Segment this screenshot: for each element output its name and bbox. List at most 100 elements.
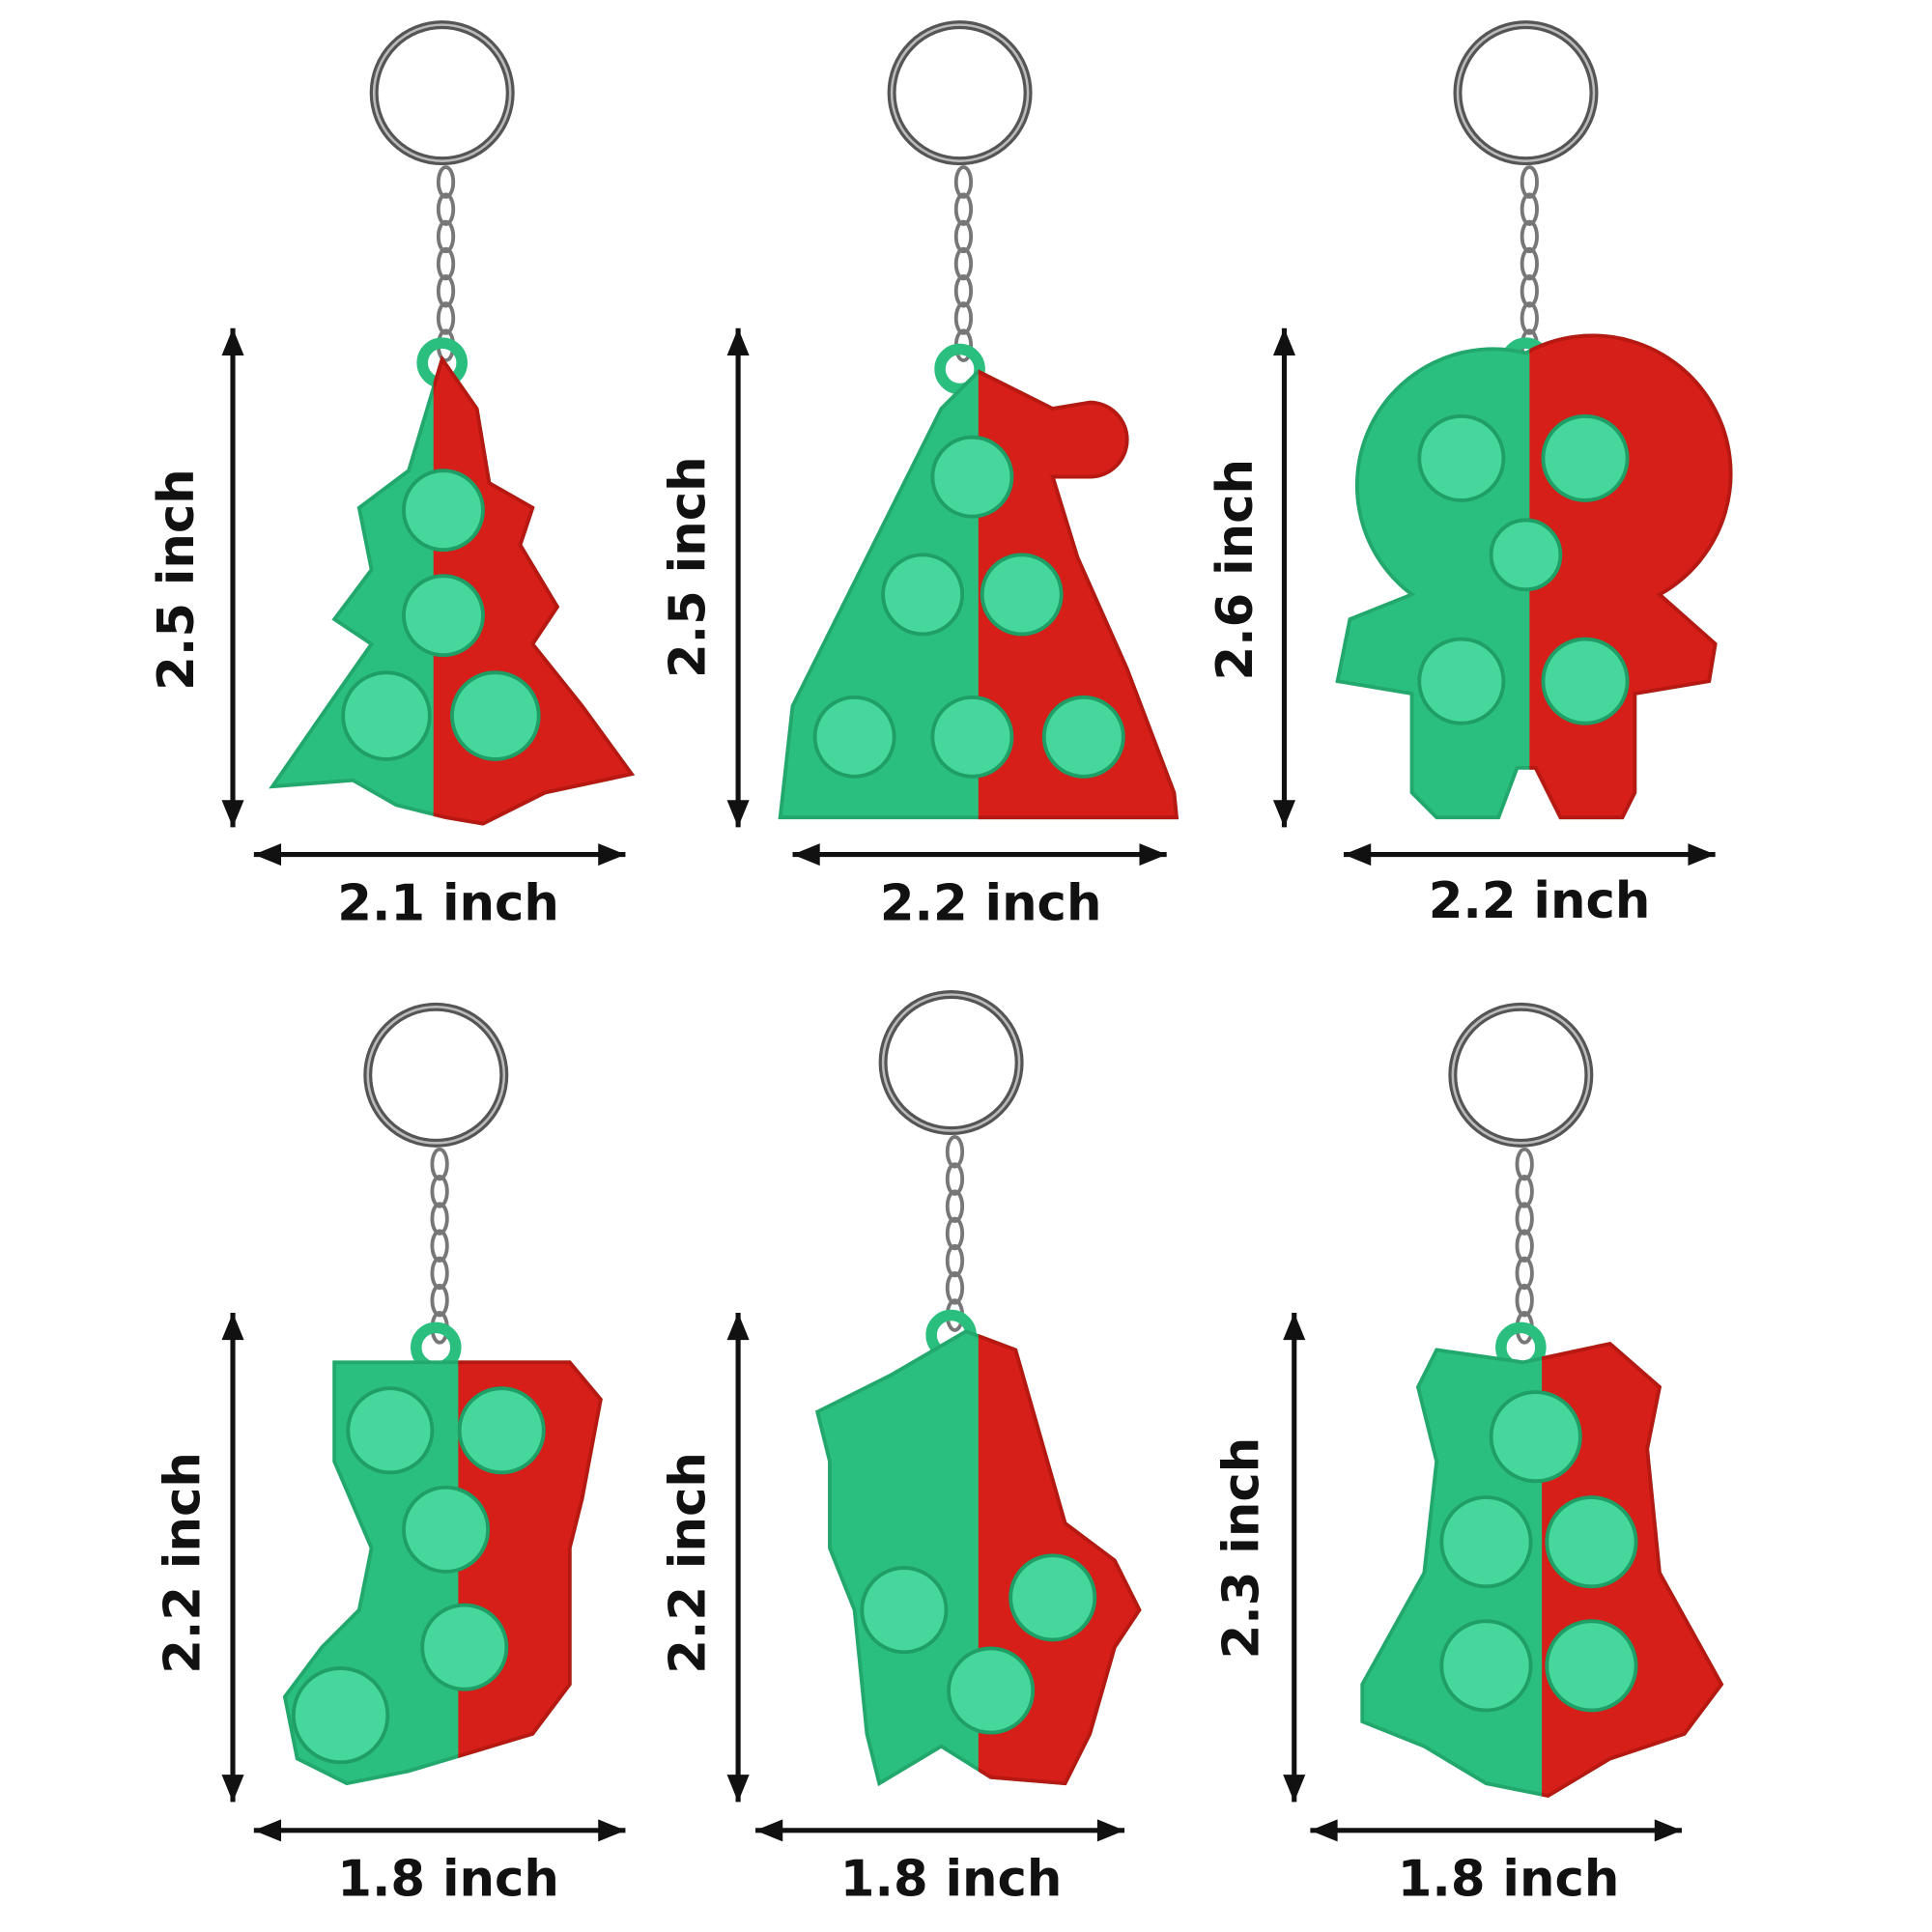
bubble (346, 1386, 435, 1475)
arrow-head (1283, 1312, 1306, 1341)
chain-link (1520, 246, 1539, 281)
bubble (1439, 1495, 1533, 1589)
bubble (930, 695, 1014, 779)
chain-link (945, 1271, 965, 1305)
arrow-head (792, 843, 820, 867)
bubble (1545, 1495, 1638, 1589)
arrow-head (253, 843, 282, 867)
bubble (450, 670, 541, 761)
arrow-head (598, 843, 626, 867)
arrow-head (1344, 843, 1372, 867)
arrow-head (1310, 1819, 1338, 1842)
chain-link (945, 1216, 965, 1251)
width-label: 2.2 inch (1429, 872, 1651, 930)
bubble (1489, 1390, 1582, 1484)
chain-link (1520, 165, 1539, 199)
height-label: 2.2 inch (154, 1452, 212, 1674)
arrow-head (1272, 327, 1296, 355)
chain-link (430, 1147, 449, 1181)
key-ring-shine (1456, 23, 1596, 162)
bubble (947, 1646, 1036, 1735)
key-ring-shine (890, 23, 1030, 162)
chain-link (436, 219, 456, 254)
chain-link (430, 1175, 449, 1208)
arrow-head (1272, 800, 1296, 828)
chain-link (945, 1135, 965, 1169)
arrow-head (221, 1312, 244, 1341)
chain-link (436, 165, 456, 199)
height-label: 2.5 inch (148, 469, 206, 691)
bubble (402, 469, 485, 553)
chain-link (945, 1243, 965, 1278)
chain-link (1520, 273, 1539, 308)
arrow-head (1283, 1775, 1306, 1803)
chain-link (436, 301, 456, 335)
bubble (860, 1566, 949, 1655)
arrow-head (1688, 843, 1716, 867)
bubble (1489, 518, 1563, 592)
bubble (1439, 1619, 1533, 1713)
bubble (1009, 1553, 1097, 1642)
bubble (420, 1603, 509, 1691)
chain-link (953, 246, 974, 281)
chain-link (1515, 1283, 1534, 1318)
chain-link (436, 192, 456, 226)
height-label: 2.3 inch (1212, 1437, 1270, 1660)
width-label: 1.8 inch (1398, 1851, 1620, 1909)
height-label: 2.6 inch (1207, 459, 1264, 681)
width-label: 1.8 inch (840, 1851, 1063, 1909)
chain-link (1515, 1175, 1534, 1208)
arrow-head (221, 327, 244, 355)
arrow-head (253, 1819, 282, 1842)
chain-link (945, 1162, 965, 1196)
chain-link (953, 219, 974, 254)
chain-link (1515, 1256, 1534, 1291)
chain-link (945, 1189, 965, 1224)
chain-link (1515, 1147, 1534, 1181)
arrow-head (755, 1819, 783, 1842)
toy-body-red (978, 369, 1179, 820)
chain-link (953, 301, 974, 335)
bubble (930, 435, 1014, 519)
key-ring-shine (372, 23, 512, 162)
width-label: 1.8 inch (337, 1851, 559, 1909)
bubble (291, 1666, 390, 1765)
bubble (881, 553, 965, 637)
bubble (980, 553, 1064, 637)
arrow-head (1096, 1819, 1125, 1842)
bubble (1545, 1619, 1638, 1713)
chain-link (953, 273, 974, 308)
chain-link (1515, 1202, 1534, 1236)
chain-link (436, 246, 456, 281)
height-label: 2.5 inch (659, 456, 717, 678)
arrow-head (726, 800, 750, 828)
arrow-head (221, 1775, 244, 1803)
bubble (1041, 695, 1125, 779)
bubble (457, 1386, 546, 1475)
key-ring-shine (366, 1006, 506, 1145)
bubble (341, 670, 432, 761)
arrow-head (726, 1775, 750, 1803)
key-ring-shine (1451, 1006, 1591, 1145)
arrow-head (1654, 1819, 1683, 1842)
chain-link (1520, 219, 1539, 254)
chain-link (430, 1283, 449, 1318)
bubble (1417, 413, 1506, 502)
chain-link (953, 192, 974, 226)
arrow-head (221, 800, 244, 828)
chain-link (430, 1202, 449, 1236)
width-label: 2.2 inch (880, 874, 1102, 932)
chain-link (430, 1256, 449, 1291)
chain-link (1520, 192, 1539, 226)
bubble (402, 574, 485, 658)
chain-link (430, 1229, 449, 1264)
chain-link (953, 165, 974, 199)
width-label: 2.1 inch (337, 874, 559, 932)
bubble (1541, 637, 1630, 725)
arrow-head (726, 327, 750, 355)
chain-link (1515, 1229, 1534, 1264)
bubble (1417, 637, 1506, 725)
bubble (812, 695, 896, 779)
